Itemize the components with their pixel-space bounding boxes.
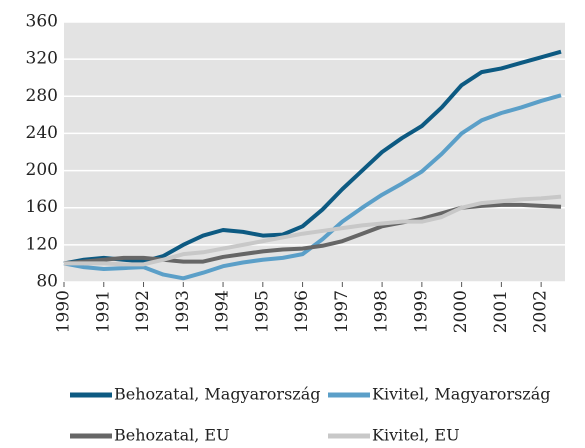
- x-tick-label: 2000: [451, 290, 471, 333]
- y-tick-label: 280: [26, 86, 58, 106]
- line-series: [63, 202, 562, 266]
- x-tick-label: 2001: [491, 290, 511, 333]
- x-tick-label: 1996: [292, 290, 312, 333]
- x-tick-label: 1994: [213, 290, 233, 333]
- y-tick-label: 240: [26, 123, 58, 143]
- x-tick-label: 1995: [252, 290, 272, 333]
- legend-label: Behozatal, Magyarország: [114, 385, 320, 404]
- x-tick-label: 1992: [133, 290, 153, 333]
- x-tick-label: 1991: [93, 290, 113, 333]
- y-tick-label: 200: [26, 160, 58, 180]
- y-tick-label: 360: [26, 12, 58, 32]
- x-tick-label: 1997: [332, 290, 352, 333]
- y-tick-label: 80: [36, 272, 58, 292]
- line-series: [63, 49, 562, 266]
- x-tick-label: 1990: [54, 290, 74, 333]
- plot-area: [64, 22, 565, 282]
- y-tick-label: 320: [26, 49, 58, 69]
- x-tick-label: 1999: [411, 290, 431, 333]
- line-series: [64, 194, 562, 267]
- x-tick-label: 2002: [531, 290, 551, 333]
- x-tick-label: 1998: [372, 290, 392, 333]
- y-tick-label: 160: [26, 197, 58, 217]
- legend-label: Kivitel, Magyarország: [372, 385, 551, 404]
- y-tick-label: 120: [26, 234, 58, 254]
- legend-label: Kivitel, EU: [372, 426, 460, 445]
- legend-label: Behozatal, EU: [114, 426, 230, 445]
- x-tick-label: 1993: [173, 290, 193, 333]
